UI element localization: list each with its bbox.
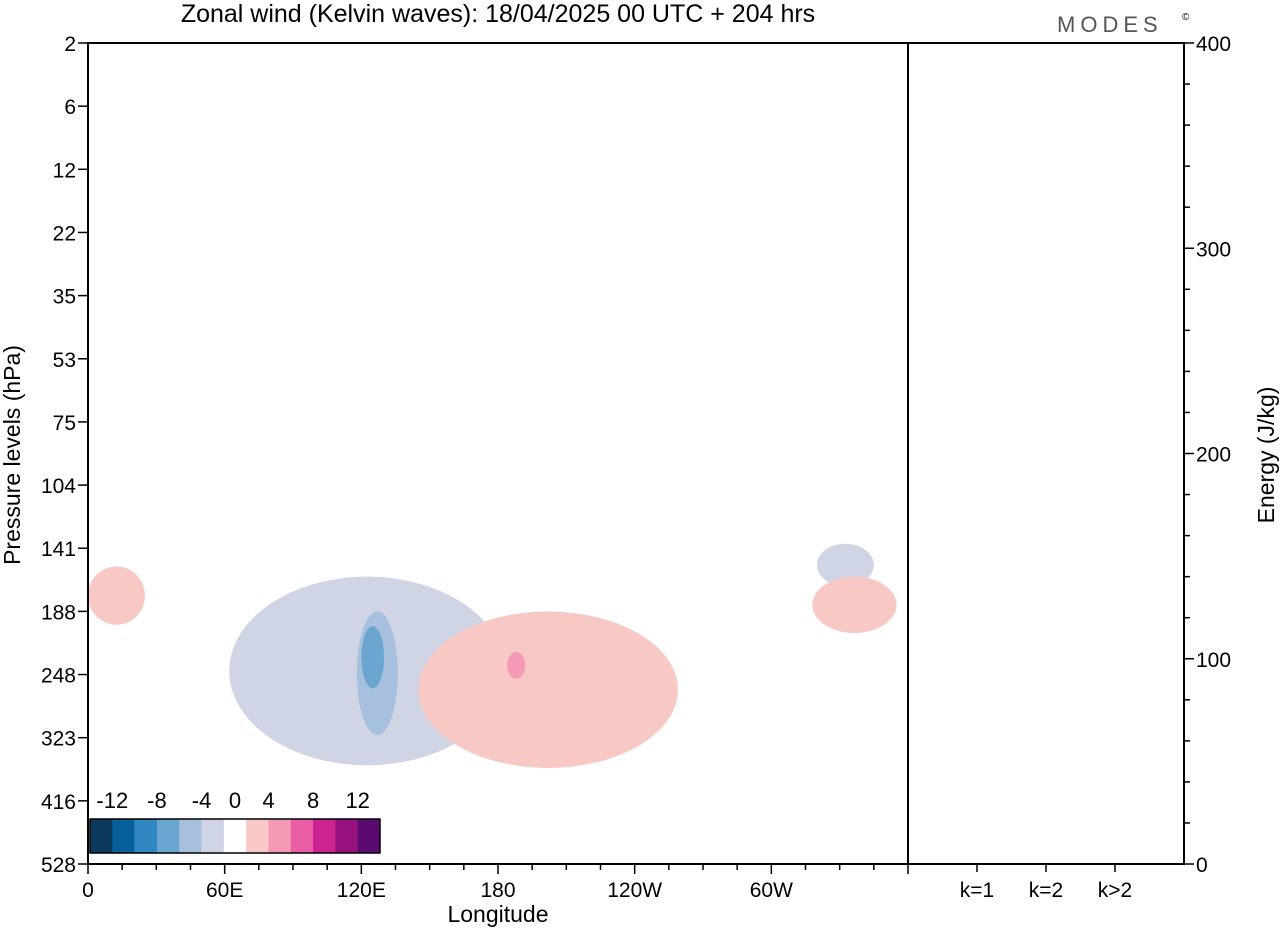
colorbar-swatch [90,819,113,853]
colorbar-tick-label: 0 [229,788,241,813]
y-tick-label: 104 [41,475,76,498]
y-tick-label: 2 [64,33,76,56]
colorbar-swatch [357,819,381,853]
wind-region-pos-weak-band [418,611,678,768]
energy-category-label: k>2 [1098,879,1132,902]
energy-axis-label: Energy (J/kg) [1253,387,1279,524]
x-axis-label: Longitude [447,901,548,927]
colorbar-swatch [223,819,247,853]
y-tick-label: 22 [53,222,76,245]
colorbar-tick-label: 12 [345,788,369,813]
colorbar-swatch [313,819,336,853]
x-tick-label: 60E [206,879,243,902]
colorbar-tick-label: -4 [192,788,212,813]
wind-region-pos-weak-west [88,566,145,625]
energy-tick-label: 200 [1196,444,1231,467]
colorbar-swatch [201,819,225,853]
energy-tick-label: 300 [1196,238,1231,261]
x-tick-label: 120E [337,879,386,902]
y-tick-label: 248 [41,665,76,688]
colorbar-swatch [335,819,358,853]
colorbar-tick-label: -8 [147,788,167,813]
colorbar-tick-label: -12 [96,788,128,813]
colorbar-swatch [246,819,269,853]
wind-region-neg-weak-east-pacific [816,543,874,587]
colorbar-swatch [268,819,292,853]
energy-tick-label: 400 [1196,33,1231,56]
y-tick-label: 188 [41,601,76,624]
y-axis-label: Pressure levels (hPa) [0,345,25,565]
energy-bar [1087,863,1143,864]
y-tick-label: 141 [41,538,76,561]
colorbar-tick-label: 8 [307,788,319,813]
colorbar-swatch [156,819,180,853]
y-tick-label: 323 [41,728,76,751]
energy-bar [949,863,1005,864]
y-tick-label: 416 [41,791,76,814]
energy-category-label: k=1 [960,879,994,902]
wind-region-neg-strong-core [361,626,385,689]
colorbar-swatch [134,819,158,853]
chart-title: Zonal wind (Kelvin waves): 18/04/2025 00… [181,0,815,28]
energy-tick-label: 0 [1196,854,1208,877]
colorbar-frame [89,818,381,854]
brand-mark: © [1182,12,1190,23]
energy-category-label: k=2 [1029,879,1063,902]
y-tick-label: 6 [64,96,76,119]
y-tick-label: 75 [53,412,76,435]
energy-panel: 0 100 200 300 400 k=1 k=2 k>2 Energy (J/kg) [907,33,1279,902]
brand-logo: MODES [1057,12,1163,37]
colorbar-tick-label: 4 [262,788,274,813]
y-tick-label: 35 [53,286,76,309]
energy-frame [907,42,1185,865]
y-tick-label: 53 [53,349,76,372]
colorbar-swatch [290,819,314,853]
y-tick-label: 528 [41,854,76,877]
wind-region-pos-weak-east-pacific [812,576,897,634]
x-tick-label: 180 [480,879,515,902]
x-tick-label: 120W [607,879,662,902]
x-tick-label: 0 [82,879,94,902]
colorbar-swatch [179,819,202,853]
heatmap-panel: -12 -8 -4 0 4 8 12 261222355375104141188248323… [0,33,909,927]
colorbar-swatch [112,819,135,853]
energy-bar [1018,863,1074,864]
y-tick-label: 12 [53,159,76,182]
x-tick-label: 60W [750,879,793,902]
wind-region-pos-moderate-spot [507,651,526,679]
energy-tick-label: 100 [1196,649,1231,672]
